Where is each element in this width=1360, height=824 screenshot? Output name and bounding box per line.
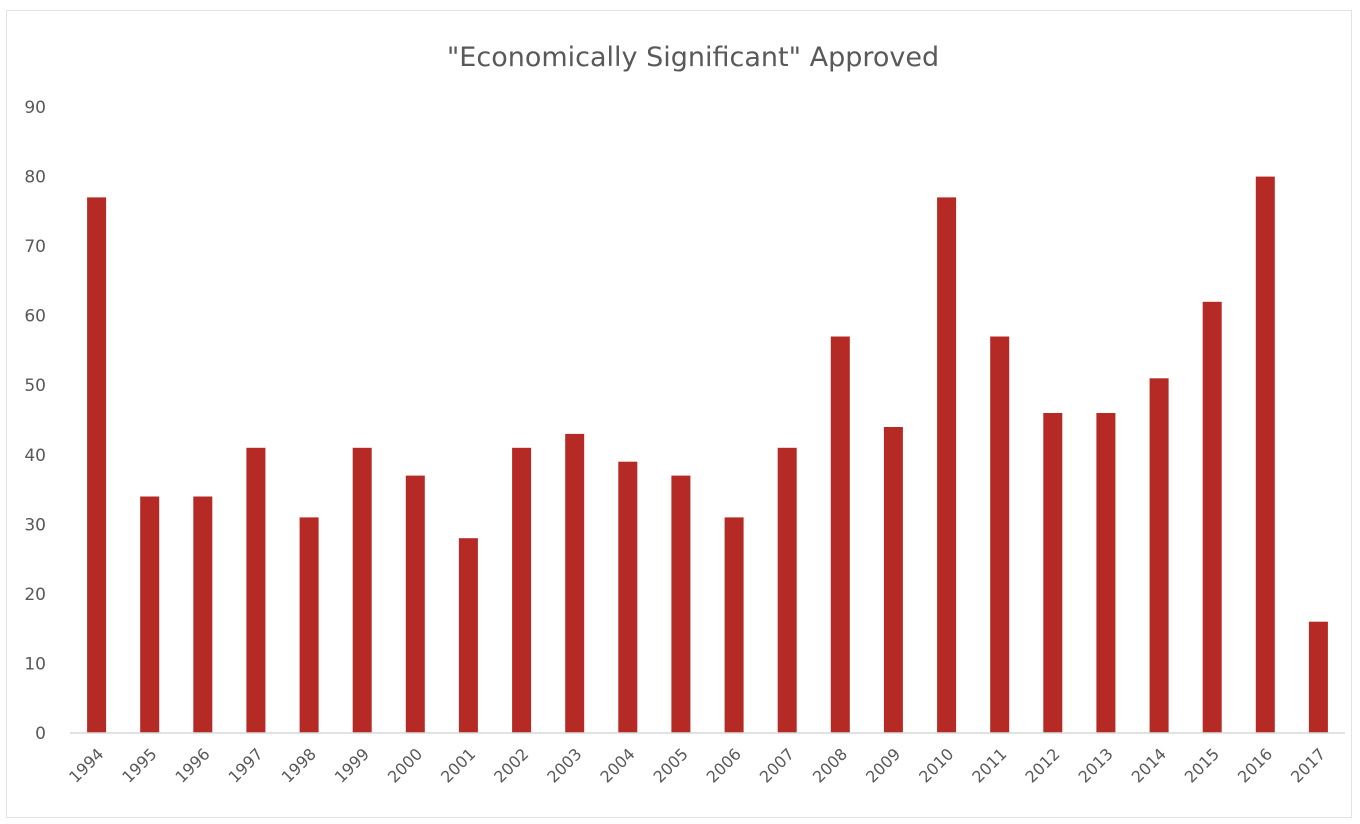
bar-1999 bbox=[352, 447, 372, 733]
bar-2012 bbox=[1043, 413, 1063, 733]
y-tick-label: 90 bbox=[24, 98, 46, 118]
bar-2017 bbox=[1308, 621, 1328, 733]
y-tick-label: 50 bbox=[24, 376, 46, 396]
bar-2011 bbox=[990, 336, 1010, 733]
x-tick-label: 2014 bbox=[1128, 744, 1170, 786]
x-tick-label: 2003 bbox=[543, 744, 585, 786]
chart-title: "Economically Significant" Approved bbox=[447, 42, 939, 73]
x-tick-label: 2010 bbox=[915, 744, 957, 786]
y-tick-label: 70 bbox=[24, 237, 46, 257]
x-tick-label: 1999 bbox=[331, 744, 373, 786]
x-tick-label: 2011 bbox=[968, 744, 1010, 786]
x-tick-label: 1994 bbox=[65, 744, 107, 786]
x-tick-label: 2004 bbox=[596, 744, 638, 786]
bar-1995 bbox=[140, 496, 160, 733]
x-tick-label: 2017 bbox=[1287, 744, 1329, 786]
bar-2013 bbox=[1096, 413, 1116, 733]
x-tick-label: 2002 bbox=[490, 744, 532, 786]
bar-1994 bbox=[87, 197, 107, 733]
bar-2015 bbox=[1202, 301, 1222, 733]
bar-1997 bbox=[246, 447, 266, 733]
x-tick-label: 2000 bbox=[384, 744, 426, 786]
y-tick-label: 30 bbox=[24, 515, 46, 535]
x-tick-label: 2016 bbox=[1234, 744, 1276, 786]
y-tick-label: 60 bbox=[24, 307, 46, 327]
bar-2005 bbox=[671, 475, 691, 733]
bar-2010 bbox=[937, 197, 957, 733]
bar-2002 bbox=[512, 447, 532, 733]
x-tick-label: 2007 bbox=[756, 744, 798, 786]
bar-2003 bbox=[565, 433, 585, 733]
bar-2000 bbox=[405, 475, 425, 733]
bar-2007 bbox=[777, 447, 797, 733]
x-tick-label: 2008 bbox=[809, 744, 851, 786]
x-tick-label: 2015 bbox=[1181, 744, 1223, 786]
y-axis-ticks: 0 10 20 30 40 50 60 70 80 90 bbox=[24, 98, 46, 744]
bars bbox=[87, 176, 1328, 734]
y-tick-label: 0 bbox=[35, 724, 46, 744]
bar-1996 bbox=[193, 496, 213, 733]
x-tick-label: 2013 bbox=[1075, 744, 1117, 786]
bar-2016 bbox=[1255, 176, 1275, 734]
bar-2001 bbox=[458, 538, 478, 733]
x-tick-label: 2006 bbox=[703, 744, 745, 786]
x-tick-label: 1995 bbox=[118, 744, 160, 786]
bar-2009 bbox=[883, 427, 903, 733]
x-axis-labels: 1994 1995 1996 1997 1998 1999 2000 2001 2002 2003… bbox=[65, 744, 1329, 786]
x-tick-label: 1997 bbox=[225, 744, 267, 786]
bar-2008 bbox=[830, 336, 850, 733]
y-tick-label: 80 bbox=[24, 168, 46, 188]
y-tick-label: 20 bbox=[24, 585, 46, 605]
y-tick-label: 40 bbox=[24, 446, 46, 466]
x-tick-label: 2012 bbox=[1021, 744, 1063, 786]
y-tick-label: 10 bbox=[24, 654, 46, 674]
bar-2004 bbox=[618, 461, 638, 733]
bar-2014 bbox=[1149, 378, 1169, 733]
bar-1998 bbox=[299, 517, 319, 733]
x-tick-label: 1998 bbox=[278, 744, 320, 786]
bar-2006 bbox=[724, 517, 744, 733]
x-tick-label: 2001 bbox=[437, 744, 479, 786]
x-tick-label: 1996 bbox=[171, 744, 213, 786]
x-tick-label: 2005 bbox=[650, 744, 692, 786]
x-tick-label: 2009 bbox=[862, 744, 904, 786]
